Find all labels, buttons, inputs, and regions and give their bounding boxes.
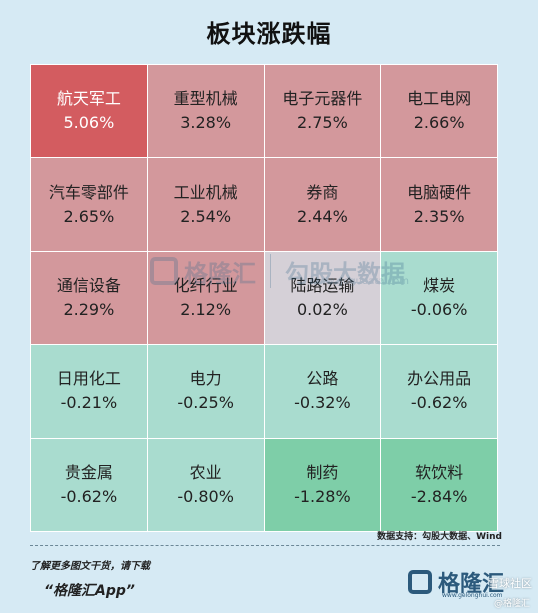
sector-name: 汽车零部件 bbox=[48, 182, 129, 202]
sector-tile: 煤炭 -0.06% bbox=[381, 251, 497, 345]
sector-change: -0.06% bbox=[410, 299, 468, 319]
corner-watermark: 雪球社区 bbox=[488, 577, 532, 590]
data-source: 数据支持：勾股大数据、Wind bbox=[377, 532, 502, 542]
sector-name: 重型机械 bbox=[173, 89, 238, 109]
corner-watermark-handle: @格隆汇 bbox=[493, 599, 530, 609]
sector-name: 航天军工 bbox=[56, 89, 121, 109]
sector-name: 日用化工 bbox=[56, 369, 121, 389]
sector-tile: 电工电网 2.66% bbox=[381, 65, 497, 158]
sector-tile: 电力 -0.25% bbox=[147, 345, 264, 438]
sector-change: -1.28% bbox=[294, 486, 351, 506]
sector-tile: 办公用品 -0.62% bbox=[381, 345, 497, 438]
sector-tile: 公路 -0.32% bbox=[264, 345, 381, 438]
sector-name: 制药 bbox=[306, 462, 339, 482]
sector-tile: 汽车零部件 2.65% bbox=[31, 158, 147, 251]
sector-name: 电脑硬件 bbox=[407, 182, 472, 202]
sector-tile: 航天军工 5.06% bbox=[31, 65, 147, 158]
sector-name: 煤炭 bbox=[423, 275, 456, 295]
sector-name: 化纤行业 bbox=[173, 275, 238, 295]
divider bbox=[30, 545, 500, 546]
sector-tile: 化纤行业 2.12% bbox=[147, 251, 264, 345]
sector-change: 2.44% bbox=[296, 206, 348, 226]
sector-change: 2.54% bbox=[180, 206, 232, 226]
sector-heatmap: 航天军工 5.06% 重型机械 3.28% 电子元器件 2.75% 电工电网 2.66% 汽车零… bbox=[30, 64, 498, 532]
sector-name: 软饮料 bbox=[415, 462, 464, 482]
sector-tile: 重型机械 3.28% bbox=[147, 65, 264, 158]
sector-name: 电力 bbox=[189, 369, 222, 389]
sector-change: -0.80% bbox=[177, 486, 234, 506]
sector-tile: 陆路运输 0.02% bbox=[264, 251, 381, 345]
sector-tile: 通信设备 2.29% bbox=[31, 251, 147, 345]
sector-tile: 贵金属 -0.62% bbox=[31, 438, 147, 531]
sector-name: 工业机械 bbox=[173, 182, 238, 202]
sector-name: 贵金属 bbox=[64, 462, 113, 482]
sector-name: 公路 bbox=[306, 369, 339, 389]
sector-tile: 电脑硬件 2.35% bbox=[381, 158, 497, 251]
footer-brand[interactable]: 格隆汇 bbox=[408, 566, 504, 598]
sector-name: 农业 bbox=[189, 462, 222, 482]
sector-change: -0.21% bbox=[60, 393, 118, 413]
sector-change: 3.28% bbox=[180, 113, 232, 133]
sector-name: 电工电网 bbox=[407, 89, 472, 109]
sector-tile: 日用化工 -0.21% bbox=[31, 345, 147, 438]
sector-name: 办公用品 bbox=[407, 369, 472, 389]
sector-change: 5.06% bbox=[63, 113, 115, 133]
footer-brand-name: 格隆汇 bbox=[438, 572, 505, 597]
promo-app-name: “格隆汇App” bbox=[44, 583, 135, 599]
sector-change: -0.32% bbox=[294, 393, 351, 413]
sector-tile: 农业 -0.80% bbox=[147, 438, 264, 531]
sector-name: 电子元器件 bbox=[282, 89, 363, 109]
footer-brand-url: www.gelonghui.com bbox=[442, 592, 503, 599]
sector-tile: 券商 2.44% bbox=[264, 158, 381, 251]
sector-name: 陆路运输 bbox=[290, 275, 355, 295]
sector-name: 券商 bbox=[306, 182, 339, 202]
sector-change: 2.35% bbox=[413, 206, 465, 226]
sector-tile: 制药 -1.28% bbox=[264, 438, 381, 531]
sector-change: 2.75% bbox=[296, 113, 348, 133]
sector-change: 2.12% bbox=[180, 299, 232, 319]
sector-tile: 工业机械 2.54% bbox=[147, 158, 264, 251]
promo-text: 了解更多图文干货，请下载 bbox=[30, 561, 150, 572]
sector-change: -2.84% bbox=[410, 486, 468, 506]
gelonghui-logo-icon bbox=[408, 570, 432, 594]
sector-tile: 软饮料 -2.84% bbox=[381, 438, 497, 531]
sector-change: -0.25% bbox=[177, 393, 234, 413]
sector-change: 2.65% bbox=[63, 206, 115, 226]
sector-change: -0.62% bbox=[410, 393, 468, 413]
sector-tile: 电子元器件 2.75% bbox=[264, 65, 381, 158]
page-title: 板块涨跌幅 bbox=[206, 20, 332, 48]
sector-change: 2.29% bbox=[63, 299, 115, 319]
sector-change: 0.02% bbox=[296, 299, 348, 319]
sector-change: 2.66% bbox=[413, 113, 465, 133]
sector-change: -0.62% bbox=[60, 486, 118, 506]
sector-name: 通信设备 bbox=[56, 275, 121, 295]
